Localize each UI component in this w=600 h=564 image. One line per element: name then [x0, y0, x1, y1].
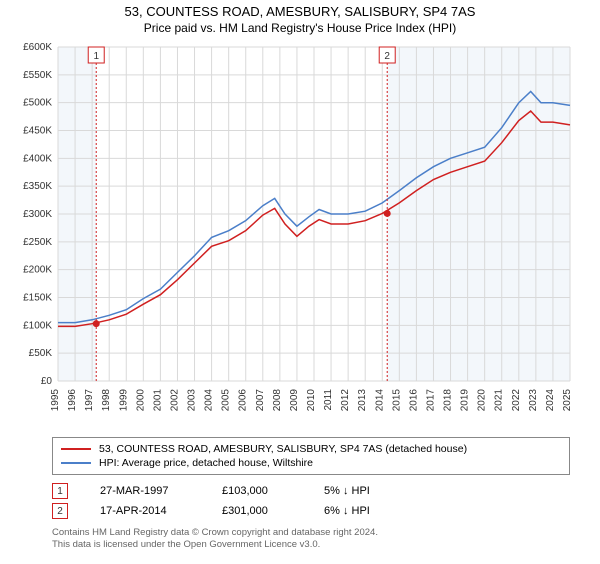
- sale-marker-number: 2: [384, 51, 390, 62]
- x-tick-label: 1999: [118, 389, 129, 412]
- y-tick-label: £300K: [23, 209, 52, 220]
- x-tick-label: 2015: [391, 389, 402, 412]
- y-tick-label: £400K: [23, 153, 52, 164]
- x-tick-label: 2018: [443, 389, 454, 412]
- sale-marker-icon: 2: [52, 503, 68, 519]
- legend-item: HPI: Average price, detached house, Wilt…: [61, 456, 561, 470]
- page-subtitle: Price paid vs. HM Land Registry's House …: [0, 21, 600, 35]
- sale-marker-point: [93, 320, 100, 327]
- x-tick-label: 2008: [272, 389, 283, 412]
- sale-price: £301,000: [222, 505, 292, 517]
- legend-label: 53, COUNTESS ROAD, AMESBURY, SALISBURY, …: [99, 443, 467, 455]
- y-tick-label: £550K: [23, 70, 52, 81]
- x-tick-label: 2012: [340, 389, 351, 412]
- legend-swatch: [61, 462, 91, 464]
- x-tick-label: 2007: [255, 389, 266, 412]
- y-tick-label: £250K: [23, 237, 52, 248]
- sale-price: £103,000: [222, 485, 292, 497]
- y-tick-label: £600K: [23, 42, 52, 53]
- y-tick-label: £500K: [23, 98, 52, 109]
- price-chart: £0 £50K £100K £150K £200K £250K £300K £350K £400…: [10, 41, 590, 431]
- x-tick-label: 2001: [152, 389, 163, 412]
- x-tick-label: 2016: [408, 389, 419, 412]
- sales-table: 1 27-MAR-1997 £103,000 5% ↓ HPI 2 17-APR-2014…: [52, 481, 570, 521]
- x-tick-label: 2023: [528, 389, 539, 412]
- x-tick-label: 2000: [135, 389, 146, 412]
- y-tick-label: £350K: [23, 181, 52, 192]
- x-tick-label: 2014: [374, 389, 385, 412]
- x-tick-label: 2005: [221, 389, 232, 412]
- x-tick-label: 2024: [545, 389, 556, 412]
- y-tick-label: £100K: [23, 320, 52, 331]
- x-tick-label: 2025: [562, 389, 573, 412]
- sale-diff: 6% ↓ HPI: [324, 505, 414, 517]
- y-tick-label: £50K: [29, 348, 53, 359]
- footnote: Contains HM Land Registry data © Crown c…: [52, 527, 570, 552]
- sale-row: 2 17-APR-2014 £301,000 6% ↓ HPI: [52, 501, 570, 521]
- x-tick-label: 2013: [357, 389, 368, 412]
- y-tick-label: £150K: [23, 293, 52, 304]
- x-tick-label: 1996: [67, 389, 78, 412]
- x-tick-label: 1995: [50, 389, 61, 412]
- x-tick-label: 1998: [101, 389, 112, 412]
- x-tick-label: 2017: [425, 389, 436, 412]
- footnote-line: Contains HM Land Registry data © Crown c…: [52, 527, 570, 539]
- footnote-line: This data is licensed under the Open Gov…: [52, 539, 570, 551]
- sale-row: 1 27-MAR-1997 £103,000 5% ↓ HPI: [52, 481, 570, 501]
- x-tick-label: 2002: [169, 389, 180, 412]
- x-tick-label: 2020: [477, 389, 488, 412]
- x-tick-label: 2003: [187, 389, 198, 412]
- legend-label: HPI: Average price, detached house, Wilt…: [99, 457, 313, 469]
- sale-marker-point: [384, 210, 391, 217]
- sale-date: 17-APR-2014: [100, 505, 190, 517]
- x-tick-label: 2011: [323, 389, 334, 411]
- legend: 53, COUNTESS ROAD, AMESBURY, SALISBURY, …: [52, 437, 570, 475]
- y-tick-label: £450K: [23, 126, 52, 137]
- x-tick-label: 2009: [289, 389, 300, 412]
- x-tick-label: 2010: [306, 389, 317, 412]
- sale-diff: 5% ↓ HPI: [324, 485, 414, 497]
- x-tick-label: 2022: [511, 389, 522, 412]
- x-tick-label: 2004: [204, 389, 215, 412]
- x-tick-label: 2021: [494, 389, 505, 412]
- y-tick-label: £0: [41, 376, 53, 387]
- sale-date: 27-MAR-1997: [100, 485, 190, 497]
- y-tick-label: £200K: [23, 265, 52, 276]
- sale-marker-icon: 1: [52, 483, 68, 499]
- legend-swatch: [61, 448, 91, 450]
- x-tick-label: 2019: [460, 389, 471, 412]
- x-tick-label: 2006: [238, 389, 249, 412]
- sale-marker-number: 1: [93, 51, 99, 62]
- page-title: 53, COUNTESS ROAD, AMESBURY, SALISBURY, …: [0, 4, 600, 19]
- x-tick-label: 1997: [84, 389, 95, 412]
- legend-item: 53, COUNTESS ROAD, AMESBURY, SALISBURY, …: [61, 442, 561, 456]
